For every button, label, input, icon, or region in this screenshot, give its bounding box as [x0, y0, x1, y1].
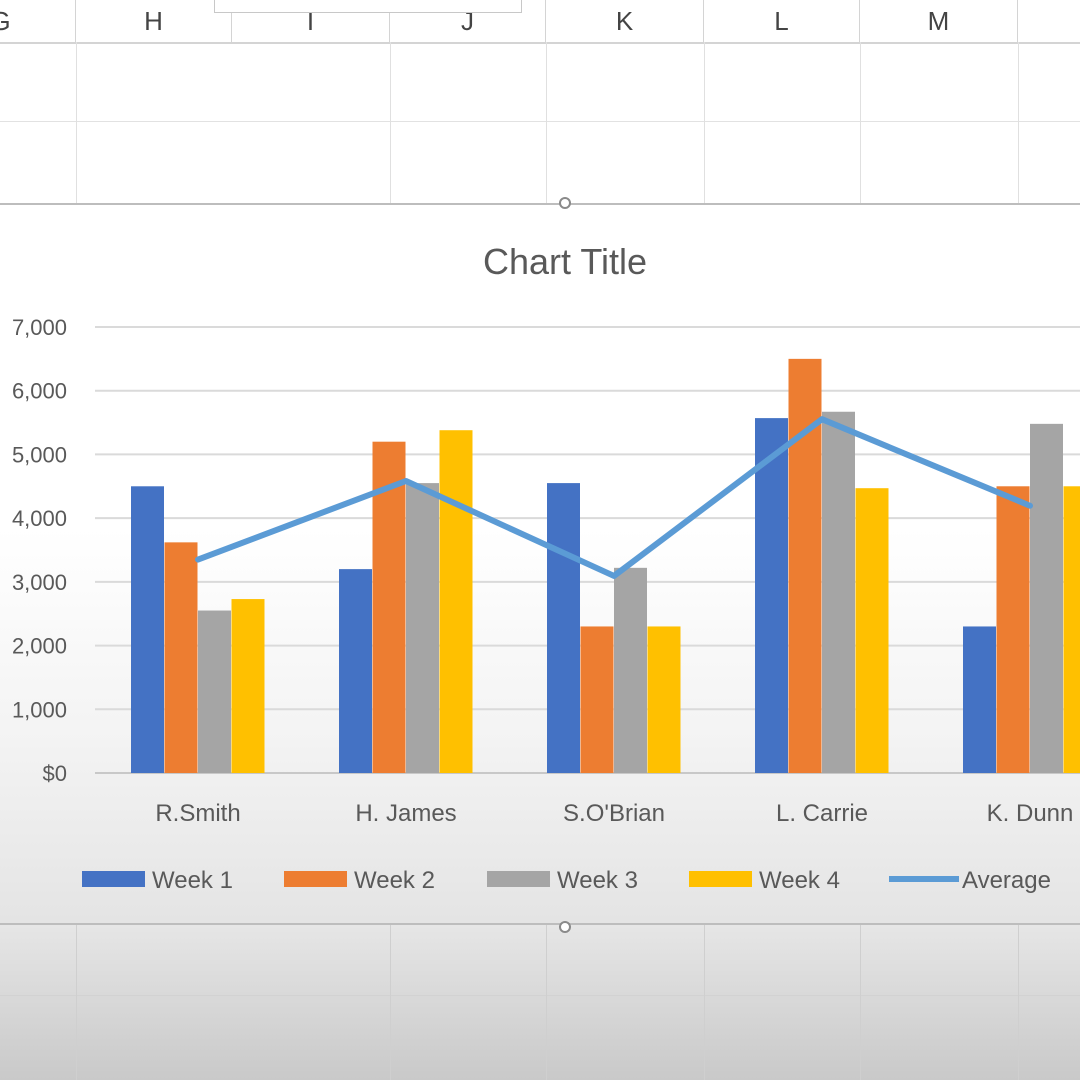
column-gridline [860, 925, 861, 1080]
bar-week-3 [822, 411, 855, 773]
x-category-label: S.O'Brian [563, 800, 665, 827]
column-header-i[interactable]: I [232, 0, 390, 42]
column-header-row: G H I J K L M [0, 0, 1080, 44]
column-header-k[interactable]: K [546, 0, 704, 42]
column-gridline [390, 42, 391, 203]
column-gridline [860, 42, 861, 203]
column-gridline [390, 925, 391, 1080]
chart-title: Chart Title [483, 241, 647, 282]
legend-label: Week 4 [759, 867, 840, 894]
y-tick-label: $0 [43, 761, 67, 786]
x-category-label: H. James [355, 800, 456, 827]
bar-week-4 [231, 599, 265, 773]
column-header-m[interactable]: M [860, 0, 1018, 42]
y-tick-label: 5,000 [12, 442, 67, 467]
bar-week-2 [164, 542, 198, 773]
row-gridline [0, 995, 1080, 996]
column-header-g[interactable]: G [0, 0, 76, 42]
chart-canvas: Chart Title $0 1,000 2,000 3,000 4,000 5,000 6,… [12, 241, 1080, 894]
chart-resize-handle-bottom[interactable] [559, 921, 571, 933]
bar-week-4 [647, 626, 681, 773]
bar-week-1 [755, 418, 788, 773]
y-tick-label: 4,000 [12, 506, 67, 531]
bar-week-4 [439, 430, 473, 773]
name-box-dropdown[interactable] [214, 0, 522, 13]
y-tick-label: 3,000 [12, 570, 67, 595]
legend-swatch [82, 871, 145, 887]
bar-week-1 [547, 483, 580, 773]
y-tick-label: 7,000 [12, 315, 67, 340]
chart-object[interactable]: Chart Title $0 1,000 2,000 3,000 4,000 5,000 6,… [0, 203, 1080, 925]
bar-week-1 [131, 486, 164, 773]
bar-week-3 [198, 610, 231, 773]
x-category-label: L. Carrie [776, 800, 868, 827]
x-category-label: R.Smith [155, 800, 240, 827]
bar-week-3 [614, 567, 647, 773]
bar-week-2 [788, 358, 822, 773]
column-gridline [704, 42, 705, 203]
x-category-label: K. Dunn [987, 800, 1074, 827]
legend-label: Week 1 [152, 867, 233, 894]
legend-label: Week 3 [557, 867, 638, 894]
bar-week-1 [339, 569, 372, 773]
y-tick-label: 6,000 [12, 379, 67, 404]
legend-label: Average [962, 867, 1051, 894]
bar-week-3 [406, 483, 439, 773]
legend-swatch [284, 871, 347, 887]
row-gridline [0, 121, 1080, 122]
column-gridline [76, 925, 77, 1080]
bar-week-4 [1063, 486, 1080, 773]
column-gridline [704, 925, 705, 1080]
bar-week-3 [1030, 423, 1063, 773]
bar-week-2 [996, 486, 1030, 773]
bar-week-4 [855, 488, 889, 773]
column-header-h[interactable]: H [76, 0, 232, 42]
column-header-j[interactable]: J [390, 0, 546, 42]
column-gridline [1018, 925, 1019, 1080]
bar-week-2 [372, 441, 406, 773]
chart-resize-handle-top[interactable] [559, 197, 571, 209]
bar-week-1 [963, 626, 996, 773]
column-gridline [546, 42, 547, 203]
cells-below-chart[interactable] [0, 925, 1080, 1080]
column-gridline [76, 42, 77, 203]
column-header-l[interactable]: L [704, 0, 860, 42]
bar-week-2 [580, 626, 614, 773]
legend-swatch [487, 871, 550, 887]
legend-swatch [689, 871, 752, 887]
y-tick-label: 1,000 [12, 697, 67, 722]
column-gridline [546, 925, 547, 1080]
column-gridline [1018, 42, 1019, 203]
legend-label: Week 2 [354, 867, 435, 894]
average-line [195, 416, 1033, 579]
y-tick-label: 2,000 [12, 634, 67, 659]
